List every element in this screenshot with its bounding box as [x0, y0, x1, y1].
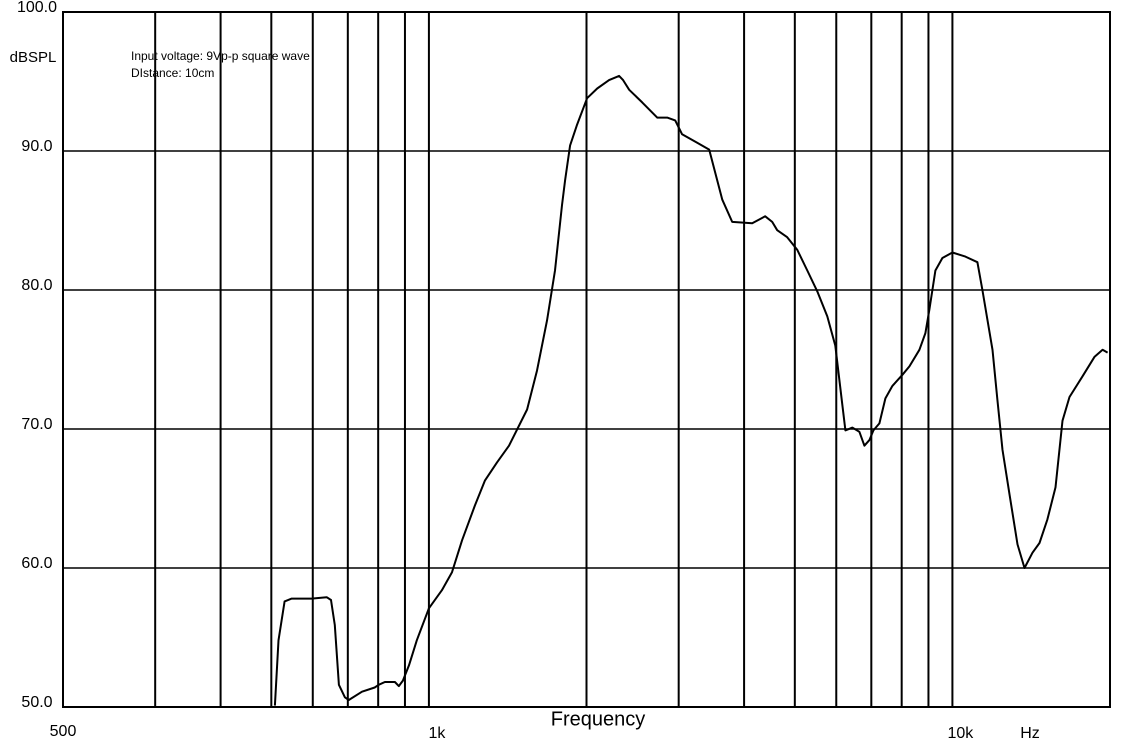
annotation: DIstance: 10cm — [131, 66, 214, 80]
y-tick-label: 70.0 — [21, 416, 52, 433]
x-axis-label: Frequency — [551, 708, 646, 730]
y-tick-label: 100.0 — [17, 0, 57, 16]
y-axis-label: dBSPL — [10, 49, 57, 66]
plot-frame — [62, 11, 1111, 708]
response-line — [273, 74, 1109, 706]
x-unit-label: Hz — [1020, 725, 1040, 742]
x-left-label: 500 — [50, 723, 77, 740]
x-tick-label: 1k — [428, 725, 446, 742]
x-tick-label: 10k — [948, 725, 975, 742]
y-tick-label: 90.0 — [21, 138, 52, 155]
y-tick-label: 60.0 — [21, 555, 52, 572]
y-tick-label: 50.0 — [21, 694, 52, 711]
y-tick-label: 80.0 — [21, 277, 52, 294]
